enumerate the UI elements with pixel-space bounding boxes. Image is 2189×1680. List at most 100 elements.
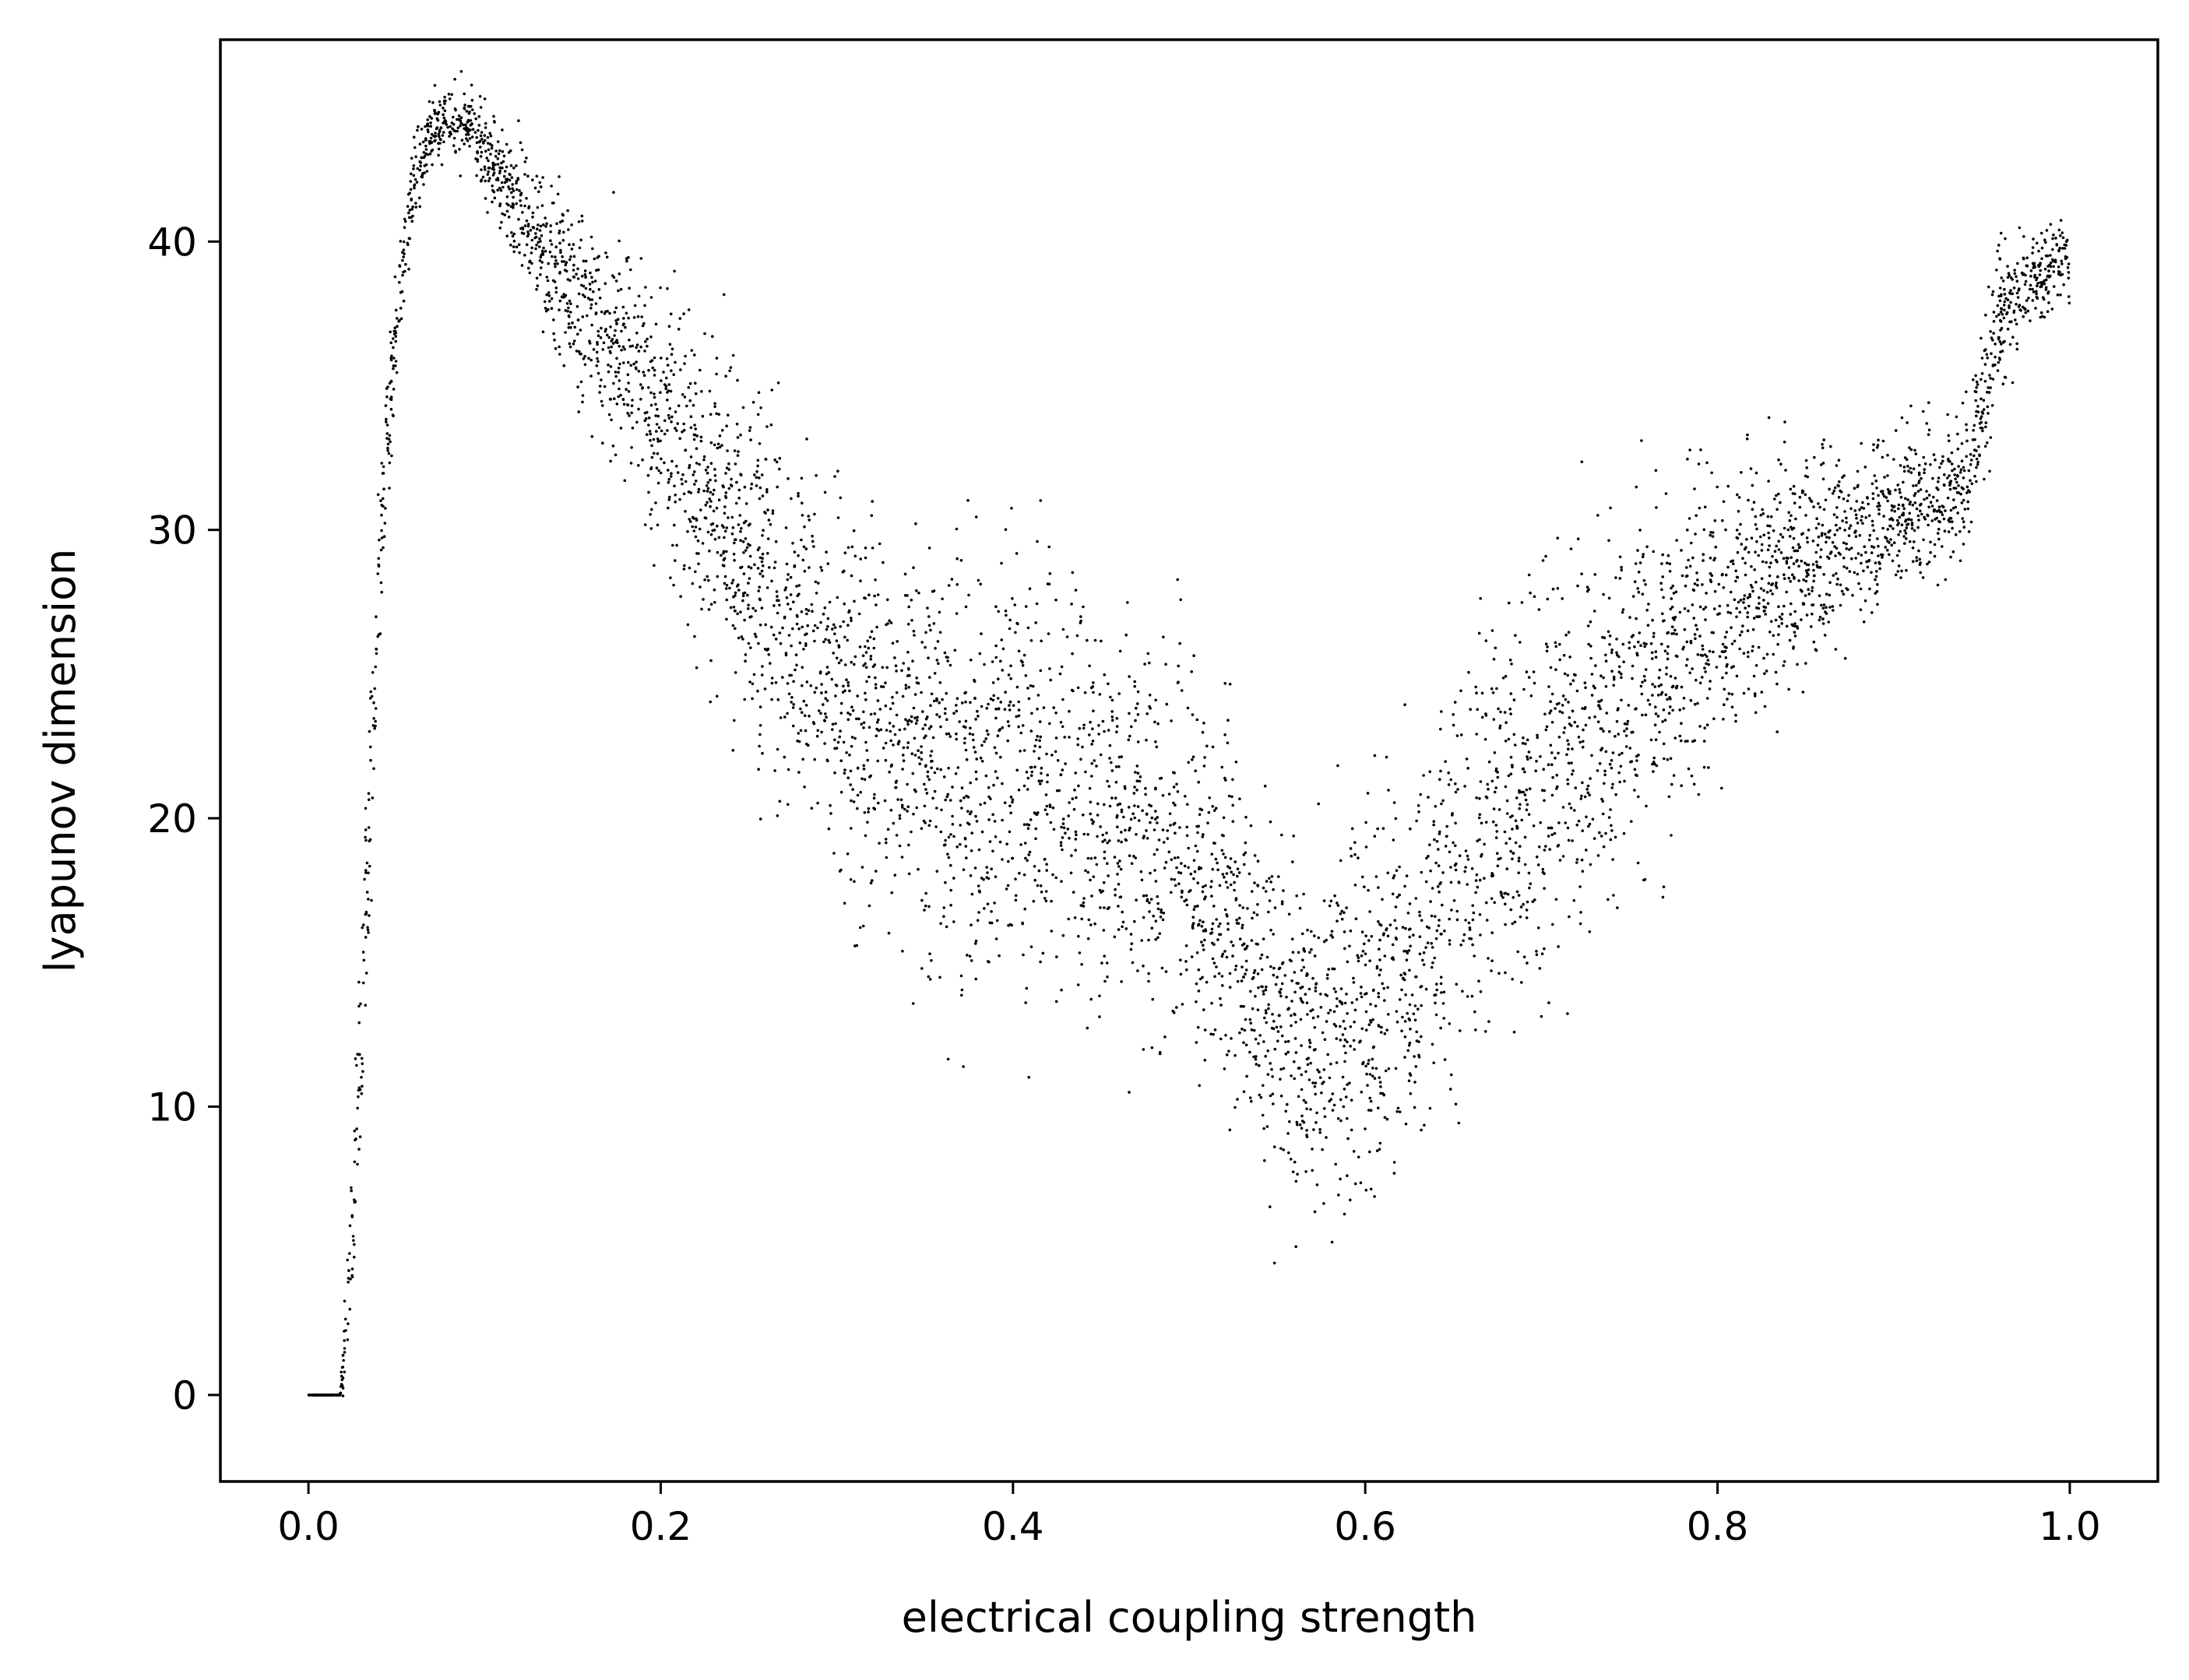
scatter-point	[889, 808, 893, 812]
scatter-point	[804, 642, 808, 645]
scatter-point	[1045, 804, 1049, 808]
scatter-point	[1286, 1039, 1290, 1043]
scatter-point	[1409, 944, 1412, 948]
scatter-point	[1777, 633, 1780, 636]
scatter-point	[817, 582, 820, 585]
scatter-point	[2006, 276, 2010, 279]
scatter-point	[1556, 587, 1560, 590]
scatter-point	[390, 454, 393, 458]
scatter-point	[841, 571, 845, 574]
scatter-point	[941, 698, 944, 701]
scatter-point	[698, 527, 702, 531]
scatter-point	[703, 578, 706, 582]
scatter-point	[1160, 908, 1163, 912]
scatter-point	[1357, 956, 1360, 959]
scatter-point	[936, 767, 939, 771]
scatter-point	[770, 388, 773, 392]
scatter-point	[1279, 1147, 1283, 1150]
scatter-point	[1800, 618, 1803, 621]
scatter-point	[1319, 993, 1322, 996]
scatter-point	[1642, 641, 1646, 645]
scatter-point	[1554, 668, 1557, 671]
scatter-point	[1833, 533, 1836, 536]
scatter-point	[1762, 589, 1765, 592]
scatter-point	[1133, 816, 1136, 820]
scatter-point	[996, 776, 999, 780]
scatter-point	[1932, 495, 1935, 499]
scatter-point	[794, 653, 798, 656]
scatter-point	[1392, 1172, 1396, 1175]
scatter-point	[1290, 1014, 1293, 1017]
scatter-point	[485, 156, 488, 160]
scatter-point	[1343, 1001, 1347, 1005]
scatter-point	[1439, 727, 1442, 731]
scatter-point	[1133, 786, 1136, 789]
scatter-point	[1001, 818, 1004, 822]
scatter-point	[1318, 1070, 1321, 1074]
scatter-point	[955, 697, 959, 700]
scatter-point	[673, 523, 676, 527]
scatter-point	[1514, 841, 1518, 845]
scatter-point	[1474, 685, 1477, 689]
scatter-point	[1282, 1148, 1285, 1151]
scatter-point	[682, 428, 686, 432]
scatter-point	[2023, 283, 2027, 286]
scatter-point	[910, 619, 913, 622]
scatter-point	[1284, 1053, 1288, 1056]
scatter-point	[2047, 269, 2050, 272]
scatter-point	[1226, 741, 1230, 745]
scatter-point	[1579, 911, 1582, 914]
scatter-point	[572, 276, 575, 279]
scatter-point	[1959, 468, 1963, 472]
scatter-point	[486, 211, 489, 214]
scatter-point	[542, 246, 545, 250]
scatter-point	[1897, 507, 1900, 511]
scatter-point	[1029, 684, 1033, 687]
scatter-point	[1669, 757, 1673, 760]
scatter-point	[357, 1148, 361, 1151]
scatter-point	[639, 383, 642, 386]
scatter-point	[1550, 763, 1554, 766]
scatter-point	[667, 480, 670, 484]
scatter-point	[674, 427, 677, 430]
scatter-point	[1385, 1117, 1389, 1121]
scatter-point	[1527, 871, 1531, 875]
scatter-point	[774, 638, 778, 641]
scatter-point	[1906, 421, 1909, 424]
scatter-point	[1590, 754, 1593, 757]
scatter-point	[859, 790, 862, 794]
scatter-point	[1821, 446, 1825, 450]
scatter-point	[1913, 540, 1916, 543]
scatter-point	[1339, 1098, 1343, 1102]
scatter-point	[694, 381, 697, 385]
scatter-point	[1327, 968, 1330, 971]
scatter-point	[983, 907, 986, 910]
scatter-point	[1201, 730, 1205, 734]
scatter-point	[1783, 604, 1786, 608]
scatter-point	[731, 578, 735, 582]
scatter-point	[1004, 609, 1008, 613]
scatter-point	[1973, 474, 1976, 478]
scatter-point	[769, 423, 773, 427]
scatter-point	[544, 309, 548, 313]
scatter-point	[491, 163, 495, 167]
scatter-point	[1519, 905, 1523, 909]
scatter-point	[679, 595, 682, 598]
scatter-point	[1406, 1049, 1410, 1053]
scatter-point	[1897, 522, 1900, 525]
scatter-point	[1730, 626, 1733, 629]
scatter-point	[891, 701, 895, 705]
scatter-point	[600, 310, 604, 314]
scatter-point	[947, 584, 951, 587]
scatter-point	[1522, 687, 1526, 691]
scatter-point	[1804, 493, 1807, 497]
scatter-point	[1360, 1027, 1364, 1031]
scatter-point	[1146, 652, 1150, 655]
scatter-point	[921, 710, 924, 713]
scatter-point	[1610, 829, 1614, 832]
scatter-point	[527, 205, 531, 209]
scatter-point	[1639, 644, 1642, 647]
scatter-point	[848, 689, 851, 693]
scatter-point	[1990, 336, 1994, 339]
scatter-point	[1566, 1012, 1569, 1015]
